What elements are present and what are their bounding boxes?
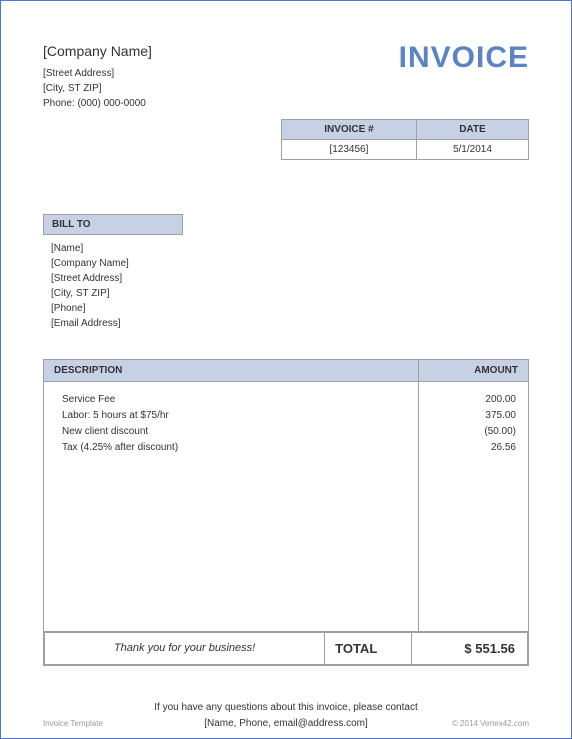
total-label: TOTAL: [325, 632, 412, 664]
thank-you-message: Thank you for your business!: [45, 632, 325, 664]
item-amount: 375.00: [427, 408, 516, 424]
meta-invoice-number: [123456]: [282, 140, 417, 160]
bill-to-header: BILL TO: [43, 214, 183, 235]
bill-to-city: [City, ST ZIP]: [51, 286, 521, 301]
company-street: [Street Address]: [43, 66, 152, 81]
meta-date: 5/1/2014: [416, 140, 528, 160]
item-description: Service Fee: [62, 392, 406, 408]
item-amount: 26.56: [427, 440, 516, 456]
meta-header-invoice: INVOICE #: [282, 120, 417, 140]
item-description: New client discount: [62, 424, 406, 440]
invoice-title: INVOICE: [399, 41, 529, 75]
company-phone: Phone: (000) 000-0000: [43, 96, 152, 111]
invoice-meta-table: INVOICE # DATE [123456] 5/1/2014: [281, 119, 529, 160]
bill-to-section: BILL TO [Name] [Company Name] [Street Ad…: [43, 214, 529, 331]
item-amount: (50.00): [427, 424, 516, 440]
item-description: Tax (4.25% after discount): [62, 440, 406, 456]
company-name: [Company Name]: [43, 41, 152, 62]
total-value: $ 551.56: [412, 632, 528, 664]
bill-to-street: [Street Address]: [51, 271, 521, 286]
bill-to-name: [Name]: [51, 241, 521, 256]
items-header-amount: AMOUNT: [419, 360, 529, 382]
bill-to-company: [Company Name]: [51, 256, 521, 271]
credit-right: © 2014 Vertex42.com: [452, 719, 529, 728]
items-header-description: DESCRIPTION: [44, 360, 419, 382]
item-description: Labor: 5 hours at $75/hr: [62, 408, 406, 424]
footer-line1: If you have any questions about this inv…: [43, 700, 529, 716]
company-block: [Company Name] [Street Address] [City, S…: [43, 41, 152, 111]
credit-left: Invoice Template: [43, 719, 103, 728]
company-city: [City, ST ZIP]: [43, 81, 152, 96]
meta-header-date: DATE: [416, 120, 528, 140]
item-amount: 200.00: [427, 392, 516, 408]
bill-to-email: [Email Address]: [51, 316, 521, 331]
bill-to-phone: [Phone]: [51, 301, 521, 316]
items-table: DESCRIPTION AMOUNT Service Fee Labor: 5 …: [43, 359, 529, 666]
